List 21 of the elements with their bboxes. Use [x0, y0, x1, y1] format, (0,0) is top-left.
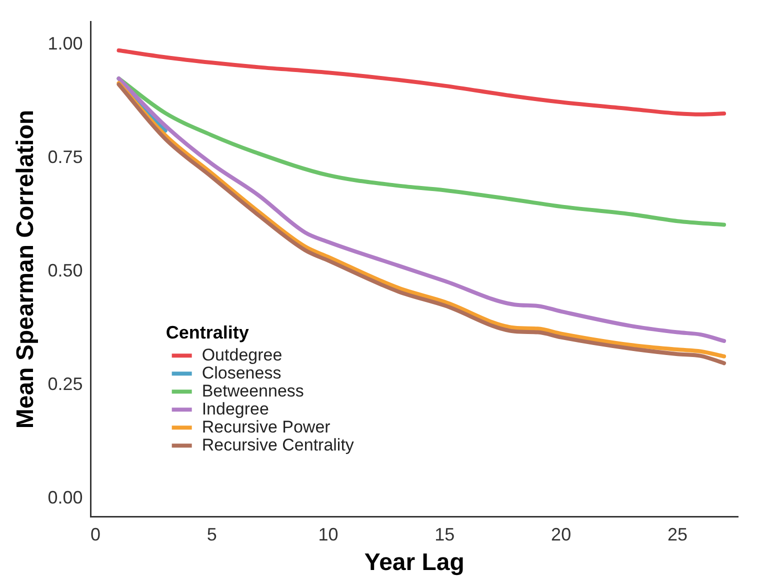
- x-tick-label: 10: [318, 524, 338, 544]
- x-tick-label: 5: [206, 524, 217, 544]
- x-tick-label: 0: [90, 524, 100, 544]
- y-tick-label: 0.00: [48, 487, 83, 508]
- x-tick-label: 15: [434, 524, 455, 544]
- y-tick-label: 1.00: [48, 33, 83, 54]
- line-series: [116, 48, 726, 116]
- y-tick-label: 0.75: [48, 146, 83, 167]
- legend-label: Recursive Centrality: [202, 435, 354, 454]
- y-tick-label: 0.50: [48, 260, 83, 280]
- x-tick-label: 20: [551, 524, 572, 544]
- y-axis-title: Mean Spearman Correlation: [12, 110, 40, 429]
- legend-label: Recursive Power: [202, 417, 331, 436]
- legend-label: Indegree: [202, 399, 269, 418]
- legend-label: Closeness: [202, 363, 282, 382]
- x-tick-label: 25: [667, 524, 688, 544]
- legend-label: Outdegree: [202, 345, 282, 364]
- legend-label: Betweenness: [202, 381, 304, 400]
- y-tick-label: 0.25: [48, 374, 83, 394]
- x-axis-title: Year Lag: [364, 549, 464, 576]
- legend-title: Centrality: [166, 322, 249, 343]
